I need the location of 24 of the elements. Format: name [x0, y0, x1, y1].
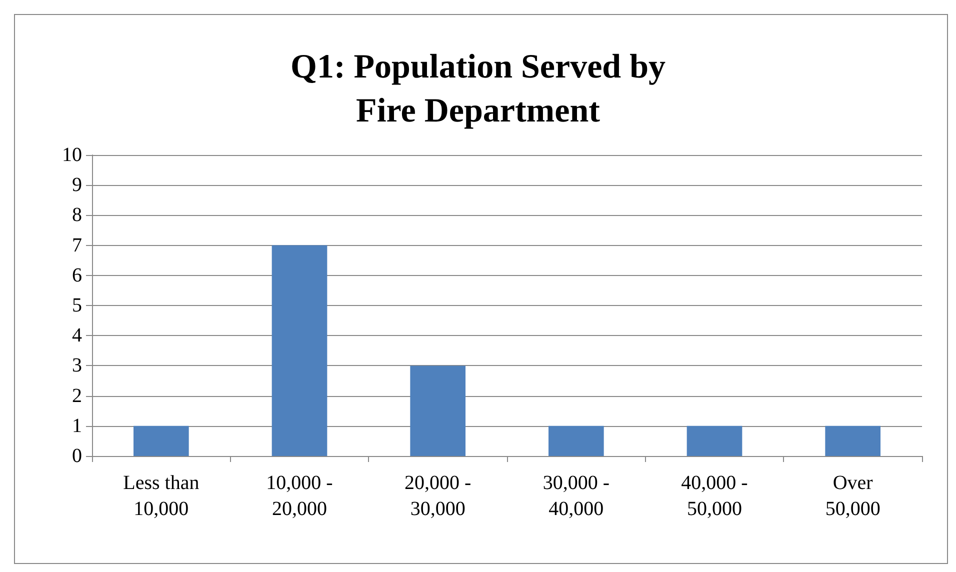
bar: [548, 426, 604, 456]
x-tick-label: 30,000 - 40,000: [542, 472, 610, 520]
bar: [272, 245, 328, 456]
y-tick-label: 9: [72, 174, 82, 196]
y-tick-label: 0: [72, 445, 82, 467]
x-tick-label: 20,000 - 30,000: [404, 472, 472, 520]
y-tick-label: 3: [72, 354, 82, 377]
x-tick-label: Less than 10,000: [123, 472, 200, 520]
bar: [686, 426, 742, 456]
y-tick-label: 6: [72, 264, 82, 286]
y-tick-label: 10: [62, 144, 82, 166]
y-tick-label: 2: [72, 384, 82, 407]
y-tick-label: 7: [72, 234, 82, 256]
bar: [825, 426, 880, 456]
x-tick-label: Over 50,000: [825, 472, 880, 520]
chart-title: Q1: Population Served by Fire Department: [290, 48, 666, 130]
y-tick-label: 8: [72, 204, 82, 226]
bar: [410, 366, 466, 456]
y-tick-label: 4: [72, 324, 82, 347]
x-tick-label: 10,000 - 20,000: [266, 472, 333, 520]
x-tick-label: 40,000 - 50,000: [681, 472, 748, 520]
y-tick-label: 5: [72, 294, 82, 316]
bar: [134, 426, 189, 456]
y-tick-label: 1: [72, 414, 82, 437]
